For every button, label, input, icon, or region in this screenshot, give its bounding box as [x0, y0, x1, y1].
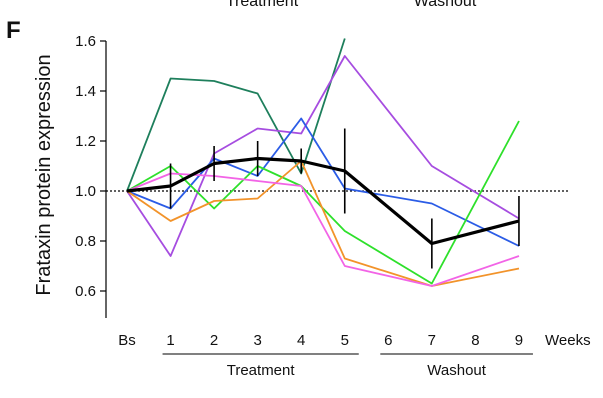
- plot-area: 1.6 1.4 1.2 1.0 0.8 0.6 Bs 1 2 3 4 5 6 7 8 9 Weeks Treatm…: [75, 33, 590, 379]
- top-label-treatment: Treatment: [226, 0, 299, 10]
- series-line: [126, 120, 520, 285]
- y-tick-label: 1.2: [75, 133, 96, 150]
- group-label: Treatment: [227, 362, 296, 379]
- x-tick-label: 1: [166, 332, 174, 349]
- x-tick-label: 2: [210, 332, 218, 349]
- group-label: Washout: [427, 362, 486, 379]
- top-label-washout: Washout: [414, 0, 477, 10]
- y-tick-label: 0.8: [75, 233, 96, 250]
- x-tick-label: Bs: [118, 332, 136, 349]
- series-line: [126, 160, 520, 287]
- panel-label: F: [6, 17, 21, 44]
- y-tick-label: 1.6: [75, 33, 96, 50]
- series-line: [126, 172, 520, 287]
- series-line: [126, 55, 520, 257]
- x-unit-label: Weeks: [545, 332, 591, 349]
- x-tick-label: 5: [341, 332, 349, 349]
- mean-line: [126, 156, 520, 246]
- y-tick-label: 1.0: [75, 183, 96, 200]
- x-tick-label: 4: [297, 332, 305, 349]
- y-tick-label: 1.4: [75, 83, 96, 100]
- x-tick-label: 8: [471, 332, 479, 349]
- x-tick-label: 9: [515, 332, 523, 349]
- y-axis-label: Frataxin protein expression: [33, 54, 55, 295]
- series-line: [126, 38, 346, 192]
- y-tick-label: 0.6: [75, 283, 96, 300]
- x-tick-label: 6: [384, 332, 392, 349]
- x-tick-label: 7: [428, 332, 436, 349]
- series-line: [126, 117, 520, 247]
- x-tick-label: 3: [253, 332, 261, 349]
